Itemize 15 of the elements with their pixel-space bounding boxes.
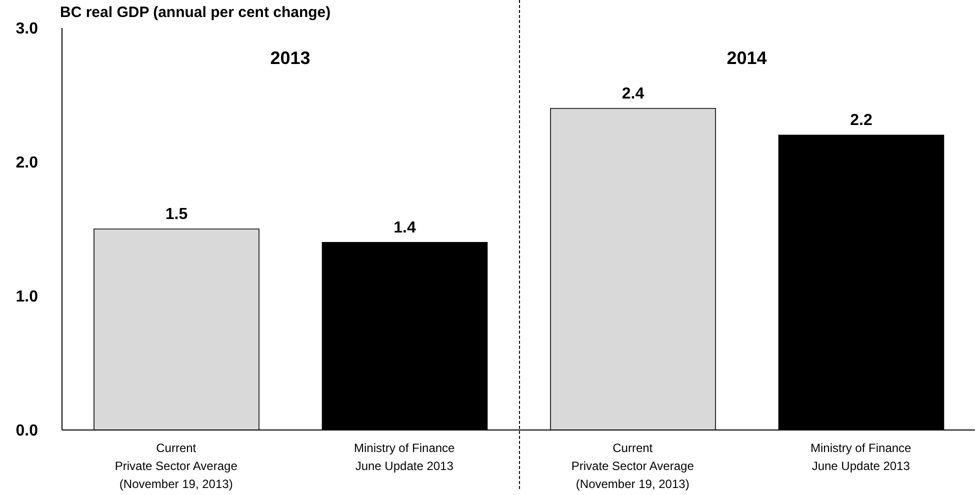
y-tick-label: 2.0 bbox=[16, 154, 38, 172]
data-label: 1.4 bbox=[394, 219, 416, 236]
x-tick-label: Ministry of Finance June Update 2013 bbox=[354, 441, 456, 473]
data-label: 2.2 bbox=[850, 112, 872, 130]
x-tick-label: Current Private Sector Average (November 19, 2013) bbox=[114, 441, 238, 491]
x-tick-label: Current Private Sector Average (November 19, 2013) bbox=[571, 441, 694, 491]
x-tick-label: Ministry of Finance June Update 2013 bbox=[810, 441, 912, 473]
annotation: 2014 bbox=[726, 48, 768, 69]
annotation: 2013 bbox=[269, 48, 312, 69]
chart-title: BC real GDP (annual per cent change) bbox=[60, 4, 331, 21]
data-label: 2.4 bbox=[622, 85, 644, 102]
data-label: 1.5 bbox=[165, 206, 188, 223]
y-tick-label: 3.0 bbox=[16, 20, 38, 38]
y-tick-label: 0.0 bbox=[16, 422, 38, 440]
y-tick-label: 1.0 bbox=[16, 288, 38, 306]
